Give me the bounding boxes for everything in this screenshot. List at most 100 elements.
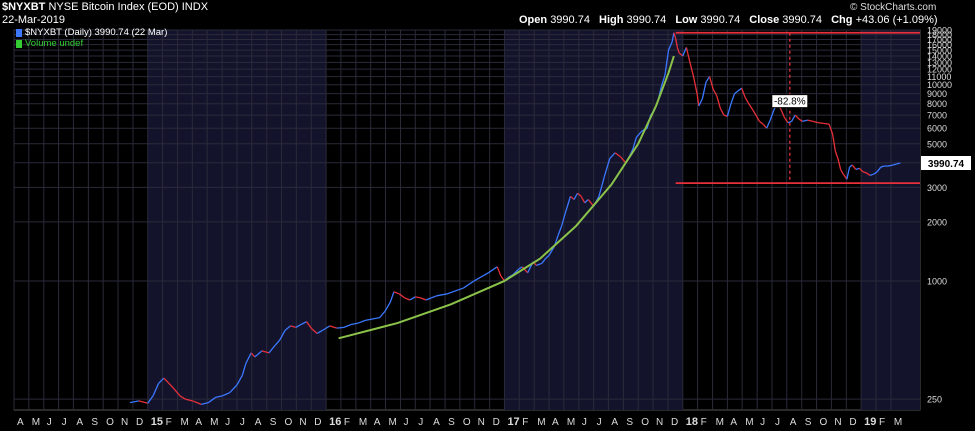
chart-legend: $NYXBT (Daily) 3990.74 (22 Mar) Volume u… <box>16 27 167 49</box>
price-segment-150 <box>834 150 839 159</box>
price-segment-167 <box>893 163 898 166</box>
price-segment-103 <box>667 41 673 51</box>
x-tick-label-24: A <box>374 417 381 428</box>
high-label: High <box>599 14 624 26</box>
x-tick-label-11: M <box>181 417 189 428</box>
x-tick-label-9: 15 <box>151 416 163 428</box>
close-label: Close <box>749 14 780 26</box>
price-segment-5 <box>157 377 165 385</box>
price-segment-39 <box>365 318 373 321</box>
price-segment-108 <box>678 52 684 57</box>
price-segment-105 <box>673 32 677 39</box>
price-segment-151 <box>837 158 842 170</box>
price-segment-123 <box>730 93 736 104</box>
price-segment-73 <box>541 258 546 264</box>
price-segment-21 <box>254 350 263 358</box>
x-tick-label-0: A <box>17 417 24 428</box>
price-segment-77 <box>557 226 563 236</box>
price-segment-107 <box>676 47 680 54</box>
y-tick-label-16: 3000 <box>927 183 947 193</box>
price-segment-101 <box>660 74 666 87</box>
price-segment-44 <box>393 291 400 295</box>
price-segment-61 <box>488 268 495 274</box>
chart-date: 22-Mar-2019 <box>2 14 65 26</box>
x-tick-label-1: M <box>32 417 40 428</box>
price-segment-154 <box>846 167 851 180</box>
price-segment-110 <box>685 47 691 63</box>
price-segment-149 <box>831 134 836 151</box>
price-segment-84 <box>584 199 589 204</box>
price-segment-124 <box>734 90 739 95</box>
price-segment-156 <box>851 164 857 170</box>
x-tick-label-17: S <box>270 417 277 428</box>
price-segment-34 <box>329 325 337 329</box>
y-tick-label-12: 7000 <box>927 111 947 121</box>
price-segment-153 <box>842 173 848 180</box>
price-segment-54 <box>447 291 453 295</box>
y-tick-label-11: 8000 <box>927 99 947 109</box>
x-tick-label-53: S <box>805 417 812 428</box>
price-segment-18 <box>241 363 247 376</box>
price-segment-158 <box>858 167 864 173</box>
chg-value: +43.06 (+1.09%) <box>855 14 938 26</box>
price-segment-30 <box>305 321 313 330</box>
price-segment-122 <box>726 103 732 117</box>
price-segment-36 <box>343 323 352 328</box>
price-segment-91 <box>619 156 627 164</box>
high-value: 3990.74 <box>626 14 667 26</box>
price-segment-63 <box>496 266 502 277</box>
x-tick-label-56: D <box>849 417 856 428</box>
y-tick-label-13: 6000 <box>927 124 947 134</box>
y-tick-label-1: 18000 <box>927 30 952 40</box>
price-segment-12 <box>201 401 209 406</box>
price-segment-51 <box>431 295 437 299</box>
price-segment-112 <box>692 76 698 94</box>
x-tick-label-20: D <box>314 417 321 428</box>
price-segment-7 <box>168 383 175 390</box>
x-tick-label-16: A <box>255 417 262 428</box>
price-segment-62 <box>493 266 498 270</box>
x-tick-label-23: M <box>359 417 367 428</box>
price-segment-50 <box>425 297 432 301</box>
price-segment-129 <box>751 108 757 116</box>
y-tick-label-8: 11000 <box>927 72 951 82</box>
price-segment-17 <box>236 375 243 386</box>
last-price-tag <box>921 155 971 170</box>
price-segment-15 <box>222 391 231 397</box>
price-segment-152 <box>840 169 844 175</box>
price-segment-139 <box>787 120 792 124</box>
price-segment-46 <box>404 297 411 301</box>
price-segment-57 <box>463 283 470 289</box>
x-tick-label-38: J <box>582 417 587 428</box>
price-segment-106 <box>675 38 679 49</box>
legend-label-volume: Volume undef <box>25 38 84 49</box>
price-segment-111 <box>689 62 695 77</box>
price-segment-117 <box>708 76 714 90</box>
x-tick-label-50: J <box>760 417 765 428</box>
price-segment-48 <box>415 296 421 299</box>
x-tick-label-27: J <box>418 417 423 428</box>
price-segment-157 <box>855 167 860 171</box>
x-tick-label-2: J <box>47 417 52 428</box>
x-tick-label-10: F <box>166 417 172 428</box>
y-tick-label-19: 250 <box>927 395 942 405</box>
price-segment-87 <box>598 176 605 197</box>
price-segment-125 <box>737 87 743 92</box>
price-segment-31 <box>311 328 318 334</box>
price-segment-81 <box>573 192 579 200</box>
price-segment-2 <box>138 400 148 404</box>
price-segment-56 <box>457 287 464 291</box>
price-segment-113 <box>696 93 700 106</box>
y-tick-label-5: 14000 <box>927 52 952 62</box>
price-segment-22 <box>261 350 270 354</box>
x-tick-label-26: J <box>403 417 408 428</box>
price-segment-140 <box>791 114 796 122</box>
price-segment-104 <box>671 32 675 43</box>
legend-swatch-price <box>16 28 22 37</box>
low-label: Low <box>675 14 698 26</box>
price-segment-41 <box>379 310 386 319</box>
x-tick-label-41: S <box>626 417 633 428</box>
price-segment-42 <box>384 301 391 312</box>
price-segment-89 <box>609 152 616 160</box>
price-segment-145 <box>812 120 819 124</box>
